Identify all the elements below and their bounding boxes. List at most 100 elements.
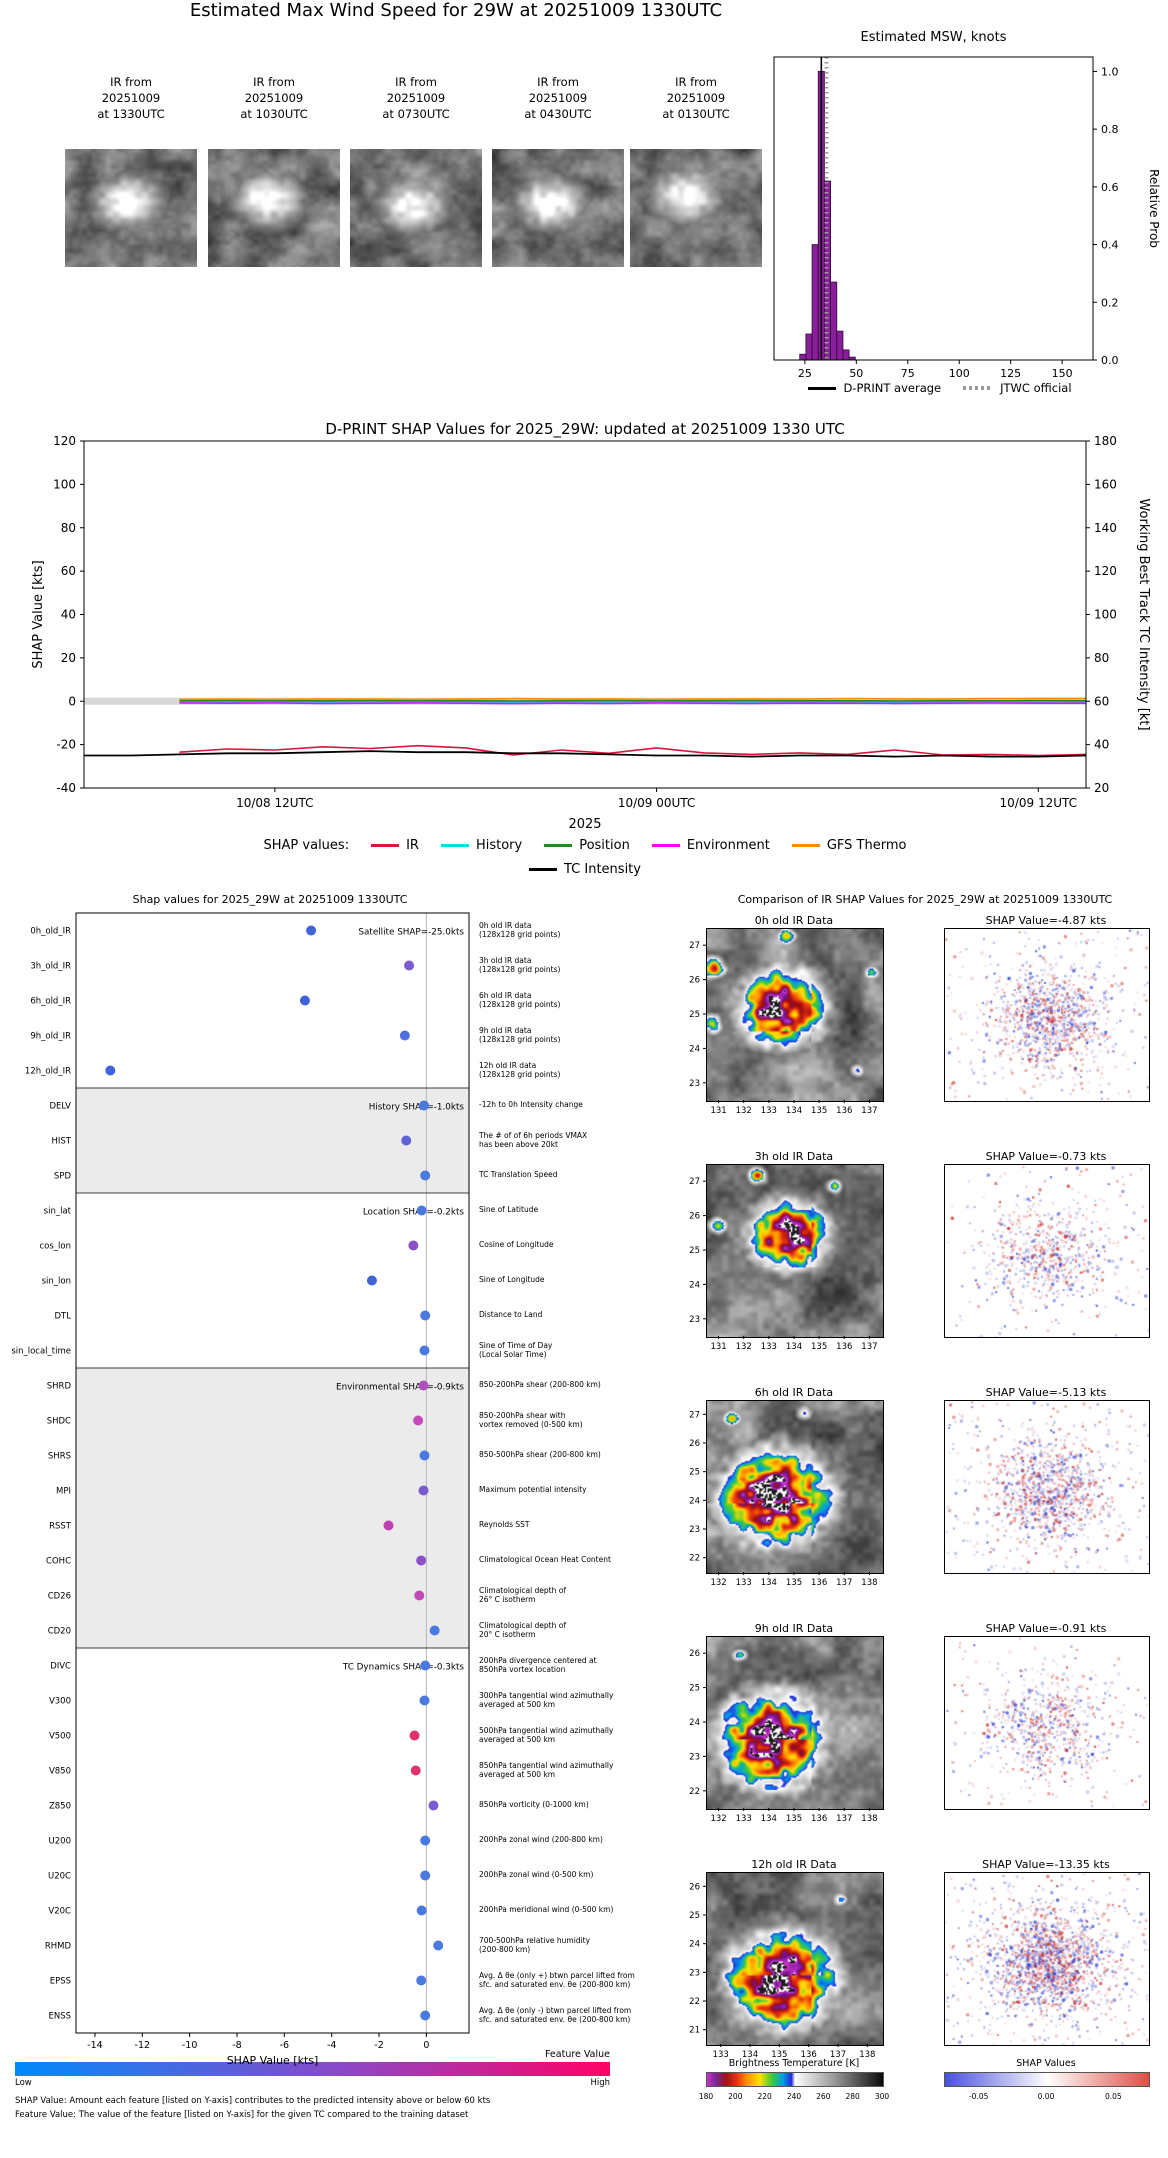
lon-tick-label: 137 — [836, 1578, 852, 1588]
x-tick-label: -2 — [374, 2040, 383, 2051]
lon-tick-label: 131 — [710, 1106, 726, 1116]
histogram-ylabel: Relative Prob — [1147, 169, 1161, 248]
left-y-tick-label: 100 — [53, 477, 76, 491]
left-y-tick-label: 120 — [53, 434, 76, 448]
x-tick-label: -8 — [232, 2040, 241, 2051]
timeseries-xlabel: 2025 — [568, 817, 601, 832]
lon-tick-label: 138 — [859, 2050, 875, 2060]
feature-description: -12h to 0h Intensity change — [479, 1100, 583, 1110]
y-tick-label: 0.4 — [1101, 239, 1119, 252]
shap-map-title: SHAP Value=-4.87 kts — [985, 914, 1107, 927]
lat-tick-label: 26 — [689, 976, 700, 986]
bt-colorbar-tick-label: 220 — [758, 2092, 773, 2101]
feature-description: The # of of 6h periods VMAX has been abo… — [479, 1130, 588, 1149]
ir-map-image — [706, 1636, 884, 1810]
right-y-tick-label: 120 — [1094, 564, 1117, 578]
lon-tick-label: 137 — [861, 1106, 877, 1116]
dotted-line-swatch — [963, 386, 994, 390]
feature-label: sin_lon — [42, 1277, 71, 1287]
feature-label: 3h_old_IR — [30, 962, 71, 972]
y-tick-label: 0.0 — [1101, 354, 1119, 367]
lon-tick-label: 133 — [761, 1106, 777, 1116]
lon-tick-label: 131 — [710, 1342, 726, 1352]
group-header: Satellite SHAP=-25.0kts — [358, 928, 464, 938]
shap-dot — [409, 1730, 420, 1741]
ir-thumbnail-label-line3: at 0730UTC — [382, 107, 450, 121]
feature-description: 200hPa meridional wind (0-500 km) — [479, 1905, 614, 1915]
ir-thumbnail-label-line1: IR from — [537, 75, 579, 89]
line-swatch — [544, 844, 573, 847]
histogram-bar — [811, 244, 819, 361]
line-swatch — [529, 868, 557, 871]
lat-tick-label: 23 — [689, 1525, 700, 1535]
shap-colorbar-tick-label: 0.00 — [1038, 2092, 1055, 2101]
line-swatch — [440, 844, 469, 847]
shap-dot — [306, 925, 317, 936]
feature-description: 3h old IR data (128x128 grid points) — [479, 955, 561, 974]
lon-tick-label: 137 — [836, 1814, 852, 1824]
lon-tick-label: 136 — [836, 1342, 852, 1352]
right-y-tick-label: 160 — [1094, 477, 1117, 491]
feature-label: SPD — [54, 1172, 72, 1182]
ir-thumbnail-label-line1: IR from — [675, 75, 717, 89]
solid-line-swatch — [808, 386, 837, 390]
lon-tick-label: 132 — [736, 1106, 752, 1116]
x-tick-label: -12 — [135, 2040, 151, 2051]
shap-map-image — [944, 1636, 1150, 1810]
shap-map-title: SHAP Value=-0.91 kts — [985, 1622, 1107, 1635]
group-header: History SHAP=-1.0kts — [369, 1103, 465, 1113]
histogram-bar — [830, 281, 838, 361]
shap-map-title: SHAP Value=-0.73 kts — [985, 1150, 1107, 1163]
ir-map-image — [706, 928, 884, 1102]
colorbar-high-label: High — [590, 2078, 610, 2088]
feature-description: Climatological depth of 26° C isotherm — [479, 1585, 566, 1604]
y-tick-label: 1.0 — [1101, 65, 1119, 78]
ir-thumbnail-image — [492, 149, 624, 267]
ir-thumbnail-label-line1: IR from — [110, 75, 152, 89]
feature-label: U20C — [48, 1872, 71, 1882]
feature-label: 12h_old_IR — [25, 1067, 71, 1077]
shap-dot — [416, 1975, 427, 1986]
shap-colorbar-tick-label: 0.05 — [1105, 2092, 1122, 2101]
x-tick-label: 0 — [423, 2040, 429, 2051]
feature-label: SHDC — [47, 1417, 71, 1427]
legend-item: Environment — [651, 838, 770, 853]
ir-map-image — [706, 1872, 884, 2046]
x-tick-label: -6 — [280, 2040, 289, 2051]
feature-description: 9h old IR data (128x128 grid points) — [479, 1025, 561, 1044]
shap-dot — [366, 1275, 377, 1286]
legend-item: D-PRINT average — [808, 381, 941, 395]
ir-thumbnail-label-line3: at 0430UTC — [524, 107, 592, 121]
x-tick-label: 100 — [949, 367, 970, 380]
shap-dot — [404, 960, 415, 971]
shap-map-title: SHAP Value=-5.13 kts — [985, 1386, 1107, 1399]
feature-description: Sine of Longitude — [479, 1275, 545, 1285]
shap-dot — [420, 1170, 431, 1181]
lat-tick-label: 25 — [689, 1468, 700, 1478]
timeseries-legend-row2: TC Intensity — [84, 862, 1086, 877]
histogram-bar — [799, 353, 807, 361]
x-tick-label: 50 — [849, 367, 863, 380]
lat-tick-label: 26 — [689, 1212, 700, 1222]
lon-tick-label: 138 — [861, 1578, 877, 1588]
feature-description: Climatological depth of 20° C isotherm — [479, 1620, 566, 1639]
x-tick-label: -14 — [87, 2040, 103, 2051]
ir-map-image — [706, 1400, 884, 1574]
legend-label: JTWC official — [1000, 381, 1072, 395]
shap-dot — [399, 1030, 410, 1041]
shap-dot — [419, 1695, 430, 1706]
shap-dot — [410, 1765, 421, 1776]
feature-label: SHRD — [47, 1382, 72, 1392]
feature-value-colorbar-title: Feature Value — [544, 2049, 610, 2060]
feature-label: 6h_old_IR — [30, 997, 71, 1007]
ir-map-image — [706, 1164, 884, 1338]
feature-description: 12h old IR data (128x128 grid points) — [479, 1060, 561, 1079]
legend-title: SHAP values: — [263, 838, 350, 853]
feature-label: 0h_old_IR — [30, 927, 71, 937]
feature-description: 850-200hPa shear (200-800 km) — [479, 1380, 601, 1390]
feature-label: RHMD — [45, 1942, 72, 1952]
shap-dot — [428, 1800, 439, 1811]
left-y-tick-label: 20 — [61, 651, 76, 665]
ir-map-title: 6h old IR Data — [754, 1386, 834, 1399]
